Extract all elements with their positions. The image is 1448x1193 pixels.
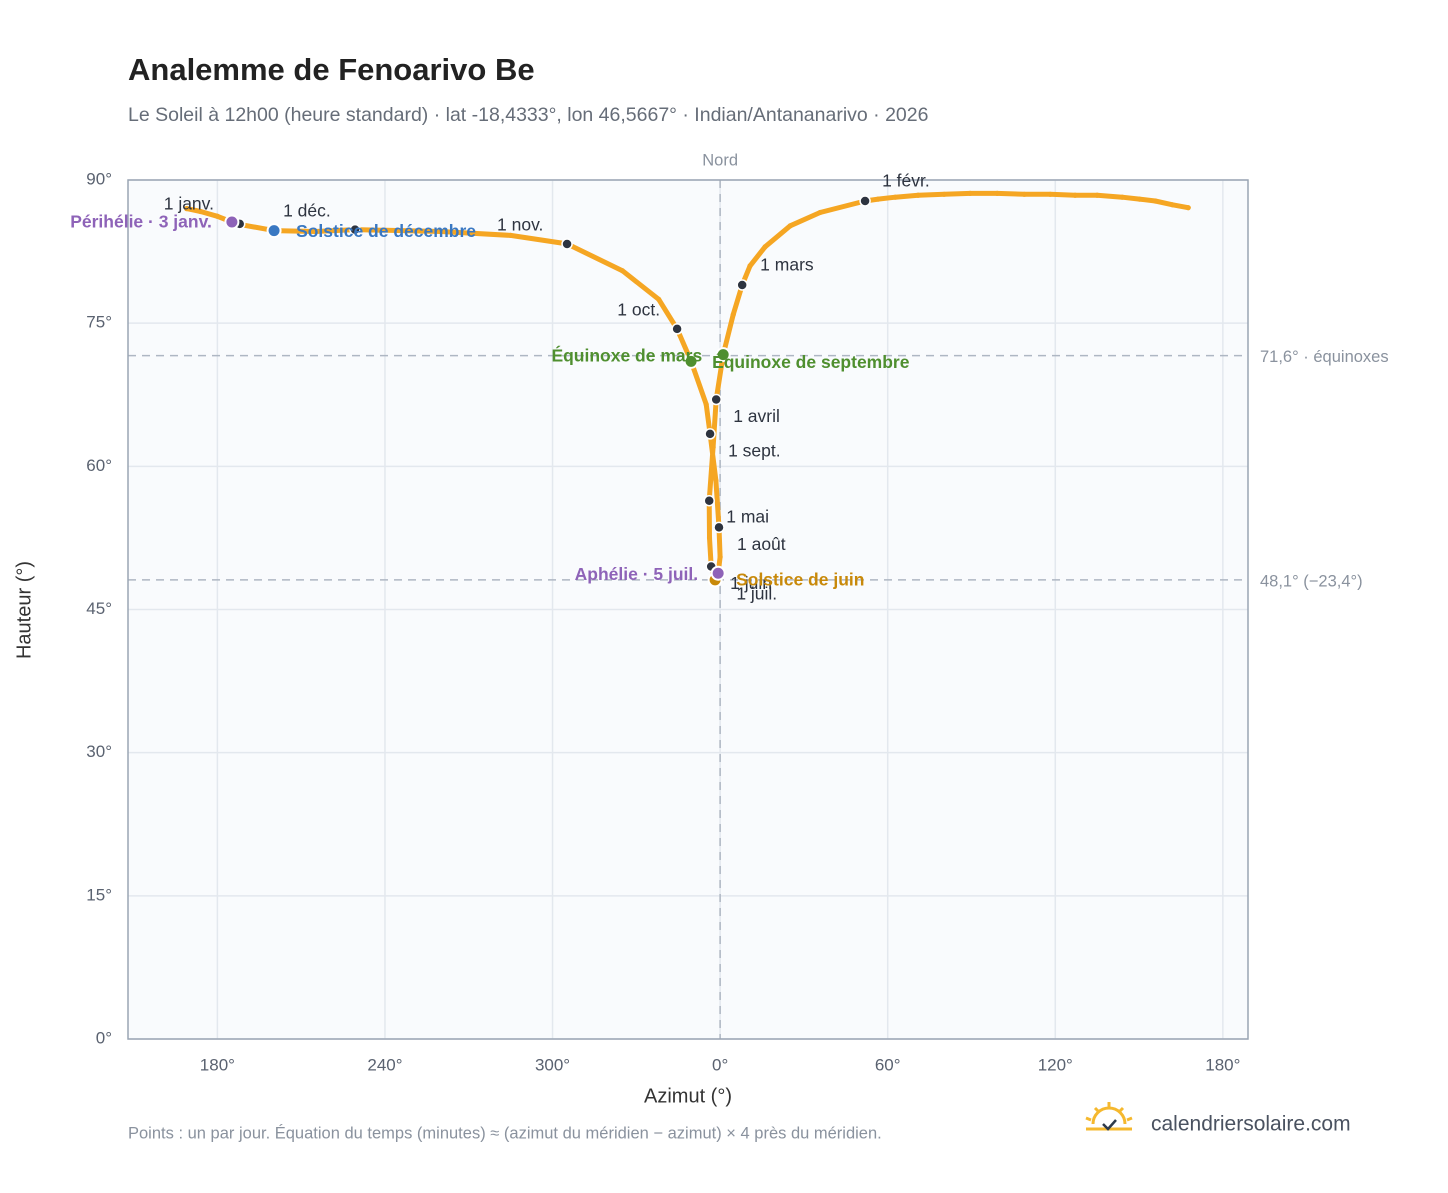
event-label: Équinoxe de septembre xyxy=(712,351,910,372)
y-tick-label: 0° xyxy=(96,1028,112,1047)
day-point xyxy=(438,228,444,235)
x-tick-label: 120° xyxy=(1038,1055,1073,1074)
y-tick-label: 75° xyxy=(86,313,112,332)
month-marker xyxy=(561,238,573,250)
day-point xyxy=(1119,194,1125,200)
day-point xyxy=(730,311,736,318)
event-label: Périhélie · 3 janv. xyxy=(70,212,212,232)
day-point xyxy=(656,296,662,302)
event-label: Solstice de juin xyxy=(736,570,864,590)
month-marker xyxy=(736,279,748,291)
month-label: 1 mai xyxy=(726,506,769,526)
event-marker xyxy=(224,214,240,230)
footnote: Points : un par jour. Équation du temps … xyxy=(128,1123,882,1142)
month-label: 1 avril xyxy=(733,406,780,426)
chart-subtitle: Le Soleil à 12h00 (heure standard) · lat… xyxy=(128,104,928,126)
event-marker xyxy=(266,223,282,239)
day-point xyxy=(703,401,709,407)
x-tick-label: 60° xyxy=(875,1055,901,1074)
day-point xyxy=(875,196,881,202)
y-tick-label: 30° xyxy=(86,742,112,761)
day-point xyxy=(214,213,220,219)
month-marker xyxy=(713,521,725,534)
month-label: 1 févr. xyxy=(882,171,930,191)
month-label: 1 juin xyxy=(730,573,772,593)
x-tick-label: 180° xyxy=(200,1055,235,1074)
day-point xyxy=(312,228,318,235)
event-marker xyxy=(715,347,731,363)
logo xyxy=(1085,1102,1133,1131)
day-point xyxy=(508,232,514,238)
day-point xyxy=(817,209,823,216)
day-point xyxy=(915,192,921,198)
day-point xyxy=(762,244,768,250)
reference-label: Nord xyxy=(702,151,738,169)
event-marker xyxy=(683,353,699,369)
y-tick-label: 15° xyxy=(86,885,112,904)
event-label: Solstice de décembre xyxy=(296,221,476,241)
day-point xyxy=(717,554,723,560)
month-label: 1 déc. xyxy=(283,200,331,220)
day-point xyxy=(1047,191,1053,197)
month-label: 1 nov. xyxy=(497,215,543,235)
day-point xyxy=(1169,202,1176,208)
day-point xyxy=(1185,205,1191,211)
month-marker xyxy=(859,195,871,207)
day-point xyxy=(787,223,793,229)
day-point xyxy=(184,206,190,212)
month-label: 1 janv. xyxy=(164,194,214,214)
y-axis-label: Hauteur (°) xyxy=(13,561,35,659)
month-label: 1 oct. xyxy=(617,300,660,320)
day-point xyxy=(1152,198,1158,204)
brand: calendriersolaire.com xyxy=(1151,1113,1351,1136)
plot-frame xyxy=(127,179,1249,1040)
month-label: 1 juil. xyxy=(736,584,777,604)
y-tick-label: 45° xyxy=(86,599,112,618)
reference-label: 48,1° (−23,4°) xyxy=(1260,572,1363,590)
day-point xyxy=(1136,196,1142,202)
day-point xyxy=(710,444,716,450)
month-marker xyxy=(671,323,683,335)
x-tick-label: 300° xyxy=(535,1055,570,1074)
plot xyxy=(184,190,1191,588)
day-point xyxy=(713,478,719,484)
month-marker xyxy=(349,223,361,236)
day-point xyxy=(1094,192,1100,198)
day-point xyxy=(619,268,625,274)
month-label: 1 août xyxy=(737,534,786,554)
y-tick-label: 60° xyxy=(86,456,112,475)
x-tick-label: 0° xyxy=(712,1055,728,1074)
month-label: 1 sept. xyxy=(728,441,781,461)
day-point xyxy=(892,194,898,200)
day-point xyxy=(198,208,204,215)
day-point xyxy=(1021,191,1027,197)
month-label: 1 mars xyxy=(760,255,814,275)
y-tick-label: 90° xyxy=(86,169,112,188)
month-marker xyxy=(704,428,716,440)
month-marker xyxy=(710,393,722,406)
chart-title: Analemme de Fenoarivo Be xyxy=(128,52,535,87)
day-point xyxy=(967,190,973,196)
day-point xyxy=(941,191,947,197)
event-marker xyxy=(710,565,726,581)
x-axis-label: Azimut (°) xyxy=(644,1085,732,1107)
x-tick-label: 240° xyxy=(367,1055,402,1074)
day-point xyxy=(706,535,713,541)
day-point xyxy=(1072,192,1078,198)
event-label: Équinoxe de mars xyxy=(551,344,702,365)
month-marker xyxy=(703,494,715,507)
day-point xyxy=(994,190,1000,196)
reference-label: 71,6° · équinoxes xyxy=(1260,348,1389,366)
day-point xyxy=(747,263,753,269)
x-tick-label: 180° xyxy=(1205,1055,1240,1074)
event-label: Aphélie · 5 juil. xyxy=(575,564,699,584)
